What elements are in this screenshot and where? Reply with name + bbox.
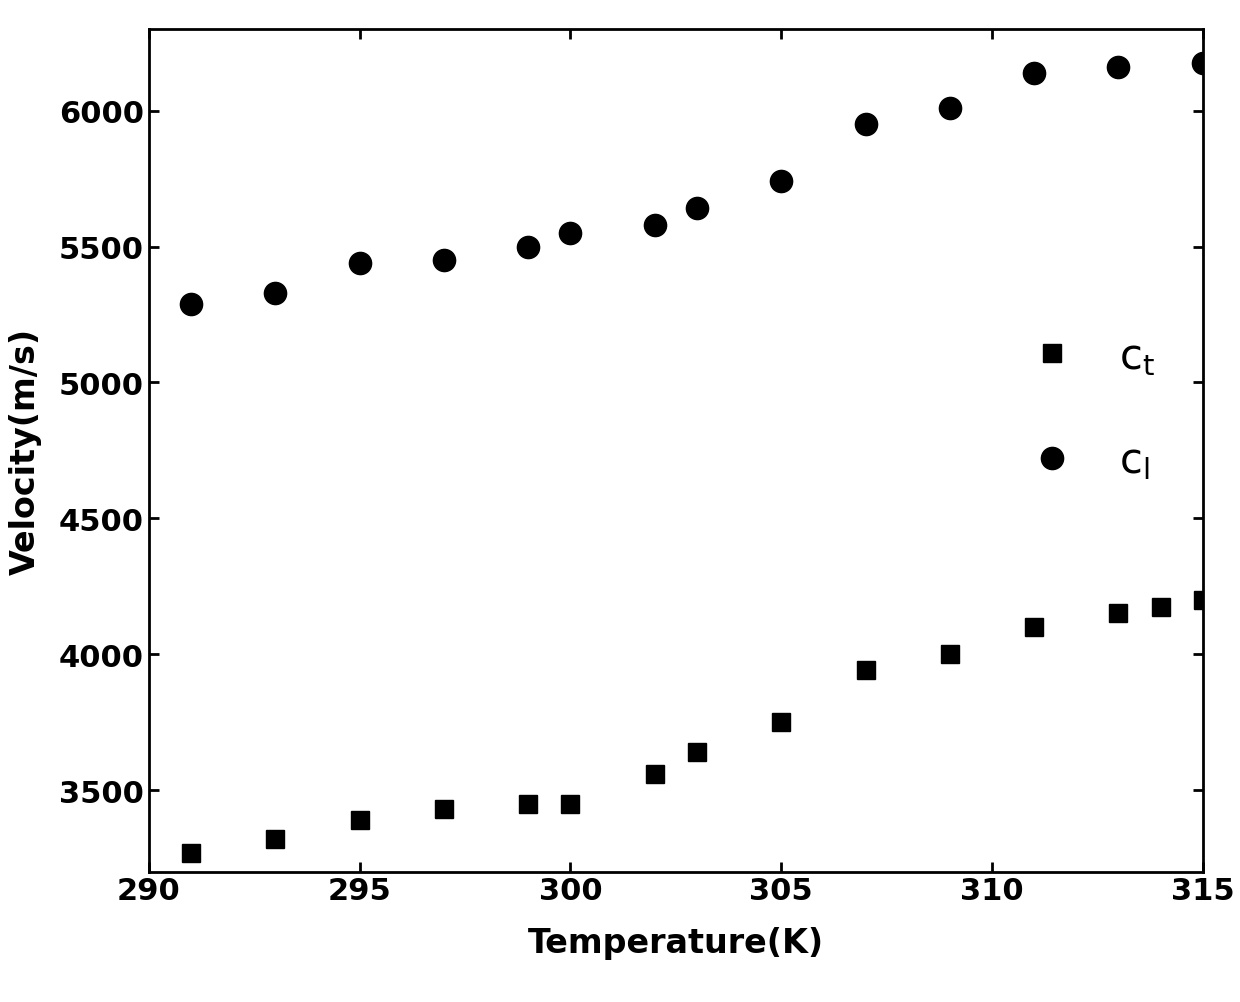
X-axis label: Temperature(K): Temperature(K) xyxy=(528,927,823,959)
Legend: $\mathrm{c_t}$, $\mathrm{c_l}$: $\mathrm{c_t}$, $\mathrm{c_l}$ xyxy=(993,319,1172,499)
Y-axis label: Velocity(m/s): Velocity(m/s) xyxy=(9,328,42,574)
